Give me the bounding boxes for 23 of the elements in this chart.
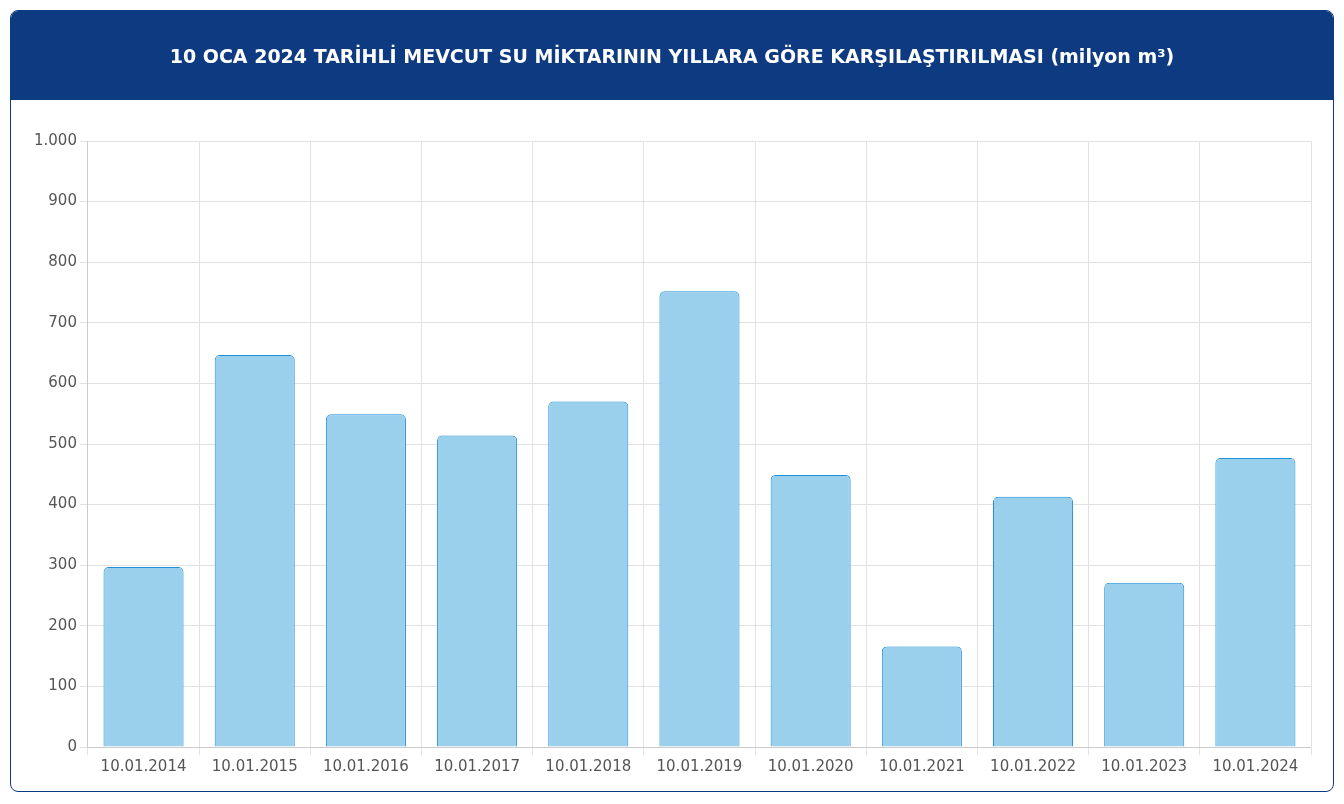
x-tick-label: 10.01.2020 [767, 756, 854, 775]
chart-title: 10 OCA 2024 TARİHLİ MEVCUT SU MİKTARININ YILLARA GÖRE KARŞILAŞTIRILMASI (milyon m³) [11, 11, 1333, 100]
x-tick-label: 10.01.2024 [1212, 756, 1299, 775]
y-tick-label: 800 [48, 252, 77, 271]
y-tick-label: 600 [48, 373, 77, 392]
y-tick-label: 1.000 [33, 130, 77, 149]
y-tick-label: 0 [67, 736, 77, 755]
y-tick-label: 500 [48, 433, 77, 452]
y-tick-label: 100 [48, 676, 77, 695]
x-tick-label: 10.01.2017 [434, 756, 521, 775]
x-tick-label: 10.01.2022 [990, 756, 1076, 775]
x-tick-label: 10.01.2014 [100, 756, 187, 775]
x-tick-label: 10.01.2019 [656, 756, 743, 775]
x-tick-label: 10.01.2016 [322, 756, 409, 775]
x-tick-label: 10.01.2023 [1101, 756, 1188, 775]
y-tick-label: 400 [48, 494, 77, 513]
x-tick-label: 10.01.2015 [211, 756, 298, 775]
y-tick-label: 200 [48, 615, 77, 634]
x-tick-label: 10.01.2018 [545, 756, 632, 775]
y-tick-label: 700 [48, 312, 77, 331]
x-tick-label: 10.01.2021 [878, 756, 965, 775]
y-tick-label: 300 [48, 555, 77, 574]
y-tick-label: 900 [48, 191, 77, 210]
